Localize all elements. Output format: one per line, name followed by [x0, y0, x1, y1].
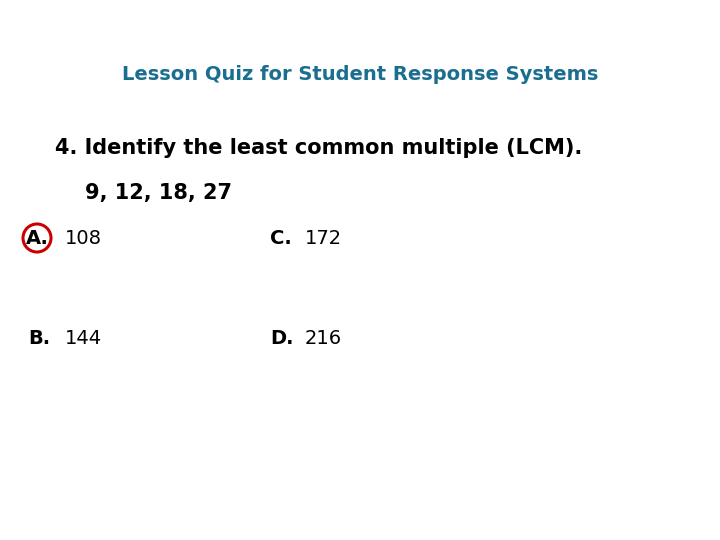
- Text: 216: 216: [305, 328, 342, 348]
- Text: 4. Identify the least common multiple (LCM).: 4. Identify the least common multiple (L…: [55, 138, 582, 158]
- Text: 9, 12, 18, 27: 9, 12, 18, 27: [85, 183, 232, 203]
- Text: A.: A.: [26, 228, 48, 247]
- Text: 108: 108: [65, 228, 102, 247]
- Text: D.: D.: [270, 328, 294, 348]
- Text: 172: 172: [305, 228, 342, 247]
- Text: 144: 144: [65, 328, 102, 348]
- Text: B.: B.: [28, 328, 50, 348]
- Text: Lesson Quiz for Student Response Systems: Lesson Quiz for Student Response Systems: [122, 65, 598, 84]
- Text: C.: C.: [270, 228, 292, 247]
